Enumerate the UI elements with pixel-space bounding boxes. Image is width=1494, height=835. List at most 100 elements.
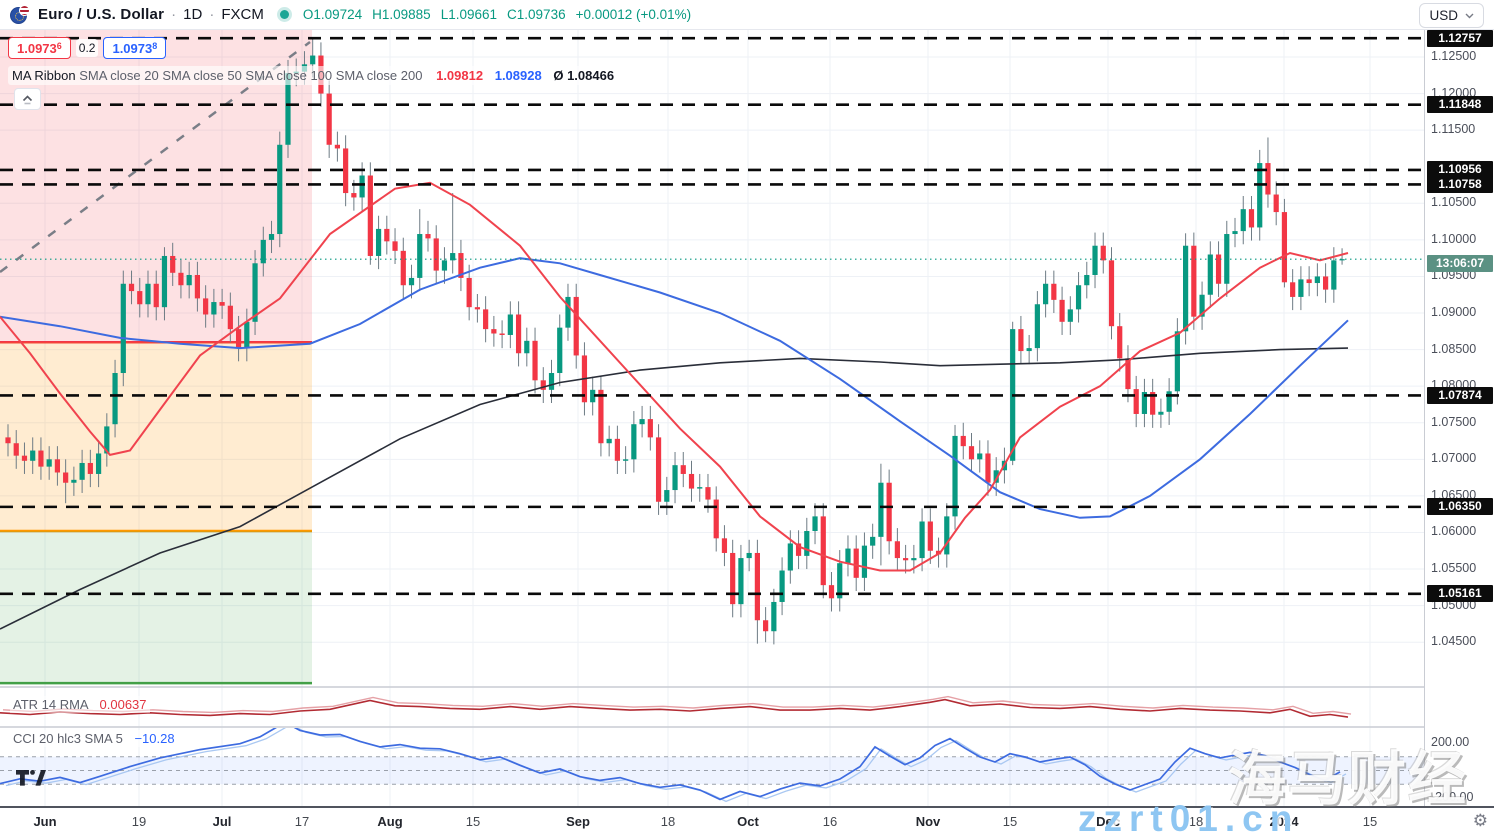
candle <box>1273 194 1279 213</box>
time-axis-label: 18 <box>1188 814 1204 829</box>
candle <box>1281 212 1288 283</box>
candle <box>491 329 497 334</box>
candle <box>837 563 843 599</box>
price-tick-label: 1.11500 <box>1431 122 1476 137</box>
candle <box>285 73 291 145</box>
time-axis-label: Jul <box>212 814 232 829</box>
candle <box>408 277 415 286</box>
ohlc-values: O1.09724 H1.09885 L1.09661 C1.09736 +0.0… <box>303 7 691 22</box>
separator-dot: · <box>209 6 215 23</box>
candle <box>532 340 538 381</box>
candle <box>219 302 225 306</box>
candle <box>252 263 258 322</box>
currency-dropdown[interactable]: USD <box>1419 3 1484 28</box>
change-value: +0.00012 (+0.01%) <box>575 7 692 22</box>
cci-line <box>0 728 1341 801</box>
sma20-line <box>0 181 1349 572</box>
candle <box>450 253 456 261</box>
price-tick-label: 1.06000 <box>1431 524 1477 539</box>
candles <box>5 37 1345 645</box>
candle <box>1150 392 1156 415</box>
candle <box>1108 260 1115 327</box>
symbol-title[interactable]: Euro / U.S. Dollar <box>38 6 165 23</box>
level-price-label: 1.06350 <box>1427 498 1493 516</box>
candle <box>993 470 999 483</box>
cci-indicator-legend[interactable]: CCI 20 hlc3 SMA 5 −10.28 <box>10 730 178 747</box>
candle <box>178 272 184 286</box>
candle <box>5 437 11 444</box>
candle <box>458 253 464 278</box>
price-zones <box>0 30 312 685</box>
candle <box>647 419 653 438</box>
candle <box>697 487 703 489</box>
candle <box>738 558 744 605</box>
candle <box>746 552 752 559</box>
candle <box>367 175 373 256</box>
candle <box>120 283 126 374</box>
candle <box>71 479 77 483</box>
candle <box>590 389 596 403</box>
candle <box>870 536 876 546</box>
candle <box>1166 391 1172 412</box>
candle <box>186 274 192 286</box>
low-value: L1.09661 <box>440 7 498 22</box>
chart-plot-area[interactable] <box>0 0 1424 806</box>
candle <box>779 570 785 602</box>
time-axis[interactable]: ⚙ Jun 19 Jul 17 Aug 15 Sep 18 Oct 16 Nov 15 Dec 18 202… <box>0 806 1494 835</box>
candle <box>104 426 110 454</box>
candle <box>466 277 472 308</box>
candle <box>425 234 431 239</box>
level-price-label: 1.05161 <box>1427 585 1493 603</box>
atr-indicator-legend[interactable]: ATR 14 RMA 0.00637 <box>10 696 150 713</box>
candle <box>886 482 892 542</box>
candle <box>655 437 662 502</box>
neutral-zone <box>0 342 312 532</box>
candle <box>194 274 201 299</box>
candle <box>614 438 620 461</box>
candle <box>878 482 884 537</box>
time-axis-label: 18 <box>660 814 676 829</box>
candle <box>1059 299 1065 322</box>
sma100-value: 1.08928 <box>494 68 542 83</box>
candle <box>804 531 810 556</box>
candle <box>894 541 900 559</box>
interval-label[interactable]: 1D <box>183 6 203 23</box>
candle <box>13 443 19 456</box>
candle <box>1248 209 1255 228</box>
candle <box>79 462 85 480</box>
time-axis-label: Nov <box>915 814 941 829</box>
candle <box>1026 348 1032 352</box>
atr-pane <box>0 695 1352 718</box>
candle <box>359 175 365 198</box>
candle <box>1298 279 1304 297</box>
sma200-line <box>0 347 1349 630</box>
axis-settings-gear-icon[interactable]: ⚙ <box>1472 811 1488 830</box>
candle <box>1323 276 1329 290</box>
sma100-line <box>0 257 1349 519</box>
candle <box>137 291 143 305</box>
candle <box>1257 163 1263 228</box>
candle <box>861 545 868 578</box>
buy-button[interactable]: 1.0973 8 <box>103 37 167 59</box>
high-value: H1.09885 <box>372 7 431 22</box>
candle <box>1215 254 1222 284</box>
separator-dot: · <box>171 6 177 23</box>
tradingview-logo-icon[interactable] <box>16 770 46 791</box>
candle <box>1092 245 1098 275</box>
price-tick-label: 1.09000 <box>1431 305 1477 320</box>
candle <box>985 453 991 483</box>
candle <box>688 473 695 489</box>
horizontal-levels <box>0 36 1424 596</box>
candle <box>1117 326 1123 359</box>
candle <box>1141 392 1148 414</box>
candle <box>845 548 851 564</box>
sell-button[interactable]: 1.0973 6 <box>8 37 71 59</box>
price-axis[interactable]: 1.12500 1.12000 1.11500 1.10500 1.10000 1.095… <box>1424 0 1494 835</box>
candle <box>524 340 530 354</box>
candle <box>828 585 835 599</box>
collapse-legend-button[interactable] <box>14 88 41 110</box>
ma-ribbon-params: SMA close 20 SMA close 50 SMA close 100 … <box>79 68 423 83</box>
ma-ribbon-legend[interactable]: MA Ribbon SMA close 20 SMA close 50 SMA … <box>8 66 619 85</box>
time-axis-label: 15 <box>465 814 481 829</box>
gridlines <box>0 30 1424 806</box>
